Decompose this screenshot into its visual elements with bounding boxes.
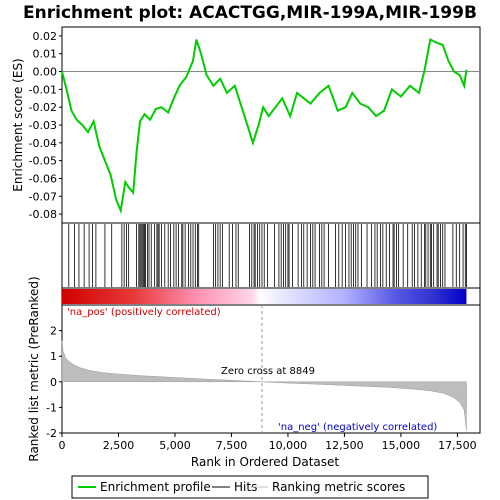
metric-y-tick-label: 1: [50, 350, 57, 363]
x-tick-label: 10,000: [269, 439, 308, 452]
es-y-tick-label: -0.02: [29, 101, 57, 114]
zero-cross-annotation: Zero cross at 8849: [221, 366, 315, 377]
x-tick-label: 12,500: [325, 439, 364, 452]
es-y-tick-label: -0.04: [29, 137, 57, 150]
metric-x-axis: 0 2,500 5,000 7,500 10,000 12,500 15,000 17,500: [59, 433, 477, 452]
x-tick-label: 5,000: [159, 439, 191, 452]
x-tick-label: 0: [59, 439, 66, 452]
es-panel: [61, 26, 481, 224]
metric-y-tick-label: 2: [50, 325, 57, 338]
es-y-tick-label: -0.03: [29, 119, 57, 132]
es-y-tick-label: 0.02: [33, 30, 58, 43]
legend-hits-label: Hits: [234, 480, 257, 494]
pos-annotation: 'na_pos' (positively correlated): [67, 307, 221, 318]
hits-panel: [61, 222, 481, 289]
es-y-tick-label: -0.07: [29, 190, 57, 203]
x-tick-label: 15,000: [382, 439, 421, 452]
es-y-tick-label: -0.01: [29, 83, 57, 96]
x-tick-label: 2,500: [103, 439, 135, 452]
metric-y-axis: 2 1 0 -1 -2: [46, 325, 62, 440]
rank-colorbar: [62, 289, 467, 304]
metric-y-tick-label: 0: [50, 376, 57, 389]
neg-annotation: 'na_neg' (negatively correlated): [278, 422, 437, 433]
enrichment-profile-line: [61, 37, 468, 215]
x-axis-label: Rank in Ordered Dataset: [191, 455, 339, 469]
legend-metric-label: Ranking metric scores: [272, 480, 405, 494]
metric-y-label: Ranked list metric (PreRanked): [27, 276, 41, 461]
legend-es-label: Enrichment profile: [100, 480, 211, 494]
x-tick-label: 17,500: [438, 439, 477, 452]
x-tick-label: 7,500: [216, 439, 248, 452]
metric-panel: [61, 304, 481, 434]
es-y-axis: 0.02 0.01 0.00 -0.01 -0.02 -0.03 -0.04 -0.05 -0.…: [29, 30, 62, 221]
es-y-tick-label: -0.05: [29, 155, 57, 168]
metric-y-tick-label: -2: [46, 427, 57, 440]
hit-marks: [68, 224, 467, 287]
es-y-tick-label: 0.00: [33, 66, 58, 79]
ranking-metric-area: [61, 340, 467, 431]
es-y-label: Enrichment score (ES): [11, 58, 25, 191]
es-y-tick-label: -0.06: [29, 172, 57, 185]
metric-y-tick-label: -1: [46, 401, 57, 414]
es-y-tick-label: -0.08: [29, 208, 57, 221]
es-y-tick-label: 0.01: [33, 48, 58, 61]
chart-title: Enrichment plot: ACACTGG,MIR-199A,MIR-19…: [23, 3, 477, 23]
